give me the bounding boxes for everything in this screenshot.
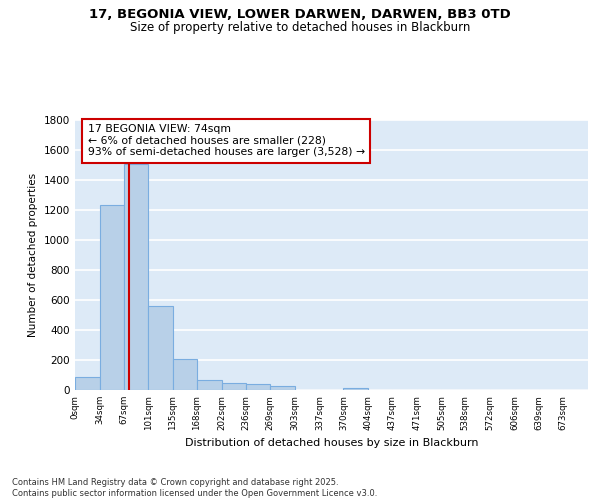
Text: Contains HM Land Registry data © Crown copyright and database right 2025.
Contai: Contains HM Land Registry data © Crown c… — [12, 478, 377, 498]
Bar — [221, 383, 246, 390]
Bar — [124, 164, 148, 390]
Text: Size of property relative to detached houses in Blackburn: Size of property relative to detached ho… — [130, 21, 470, 34]
X-axis label: Distribution of detached houses by size in Blackburn: Distribution of detached houses by size … — [185, 438, 478, 448]
Bar — [343, 388, 368, 390]
Bar — [246, 384, 270, 390]
Bar — [270, 386, 295, 390]
Y-axis label: Number of detached properties: Number of detached properties — [28, 173, 38, 337]
Bar — [100, 205, 124, 390]
Bar — [197, 380, 221, 390]
Text: 17 BEGONIA VIEW: 74sqm
← 6% of detached houses are smaller (228)
93% of semi-det: 17 BEGONIA VIEW: 74sqm ← 6% of detached … — [88, 124, 365, 157]
Text: 17, BEGONIA VIEW, LOWER DARWEN, DARWEN, BB3 0TD: 17, BEGONIA VIEW, LOWER DARWEN, DARWEN, … — [89, 8, 511, 20]
Bar — [173, 358, 197, 390]
Bar — [75, 376, 100, 390]
Bar — [148, 306, 173, 390]
